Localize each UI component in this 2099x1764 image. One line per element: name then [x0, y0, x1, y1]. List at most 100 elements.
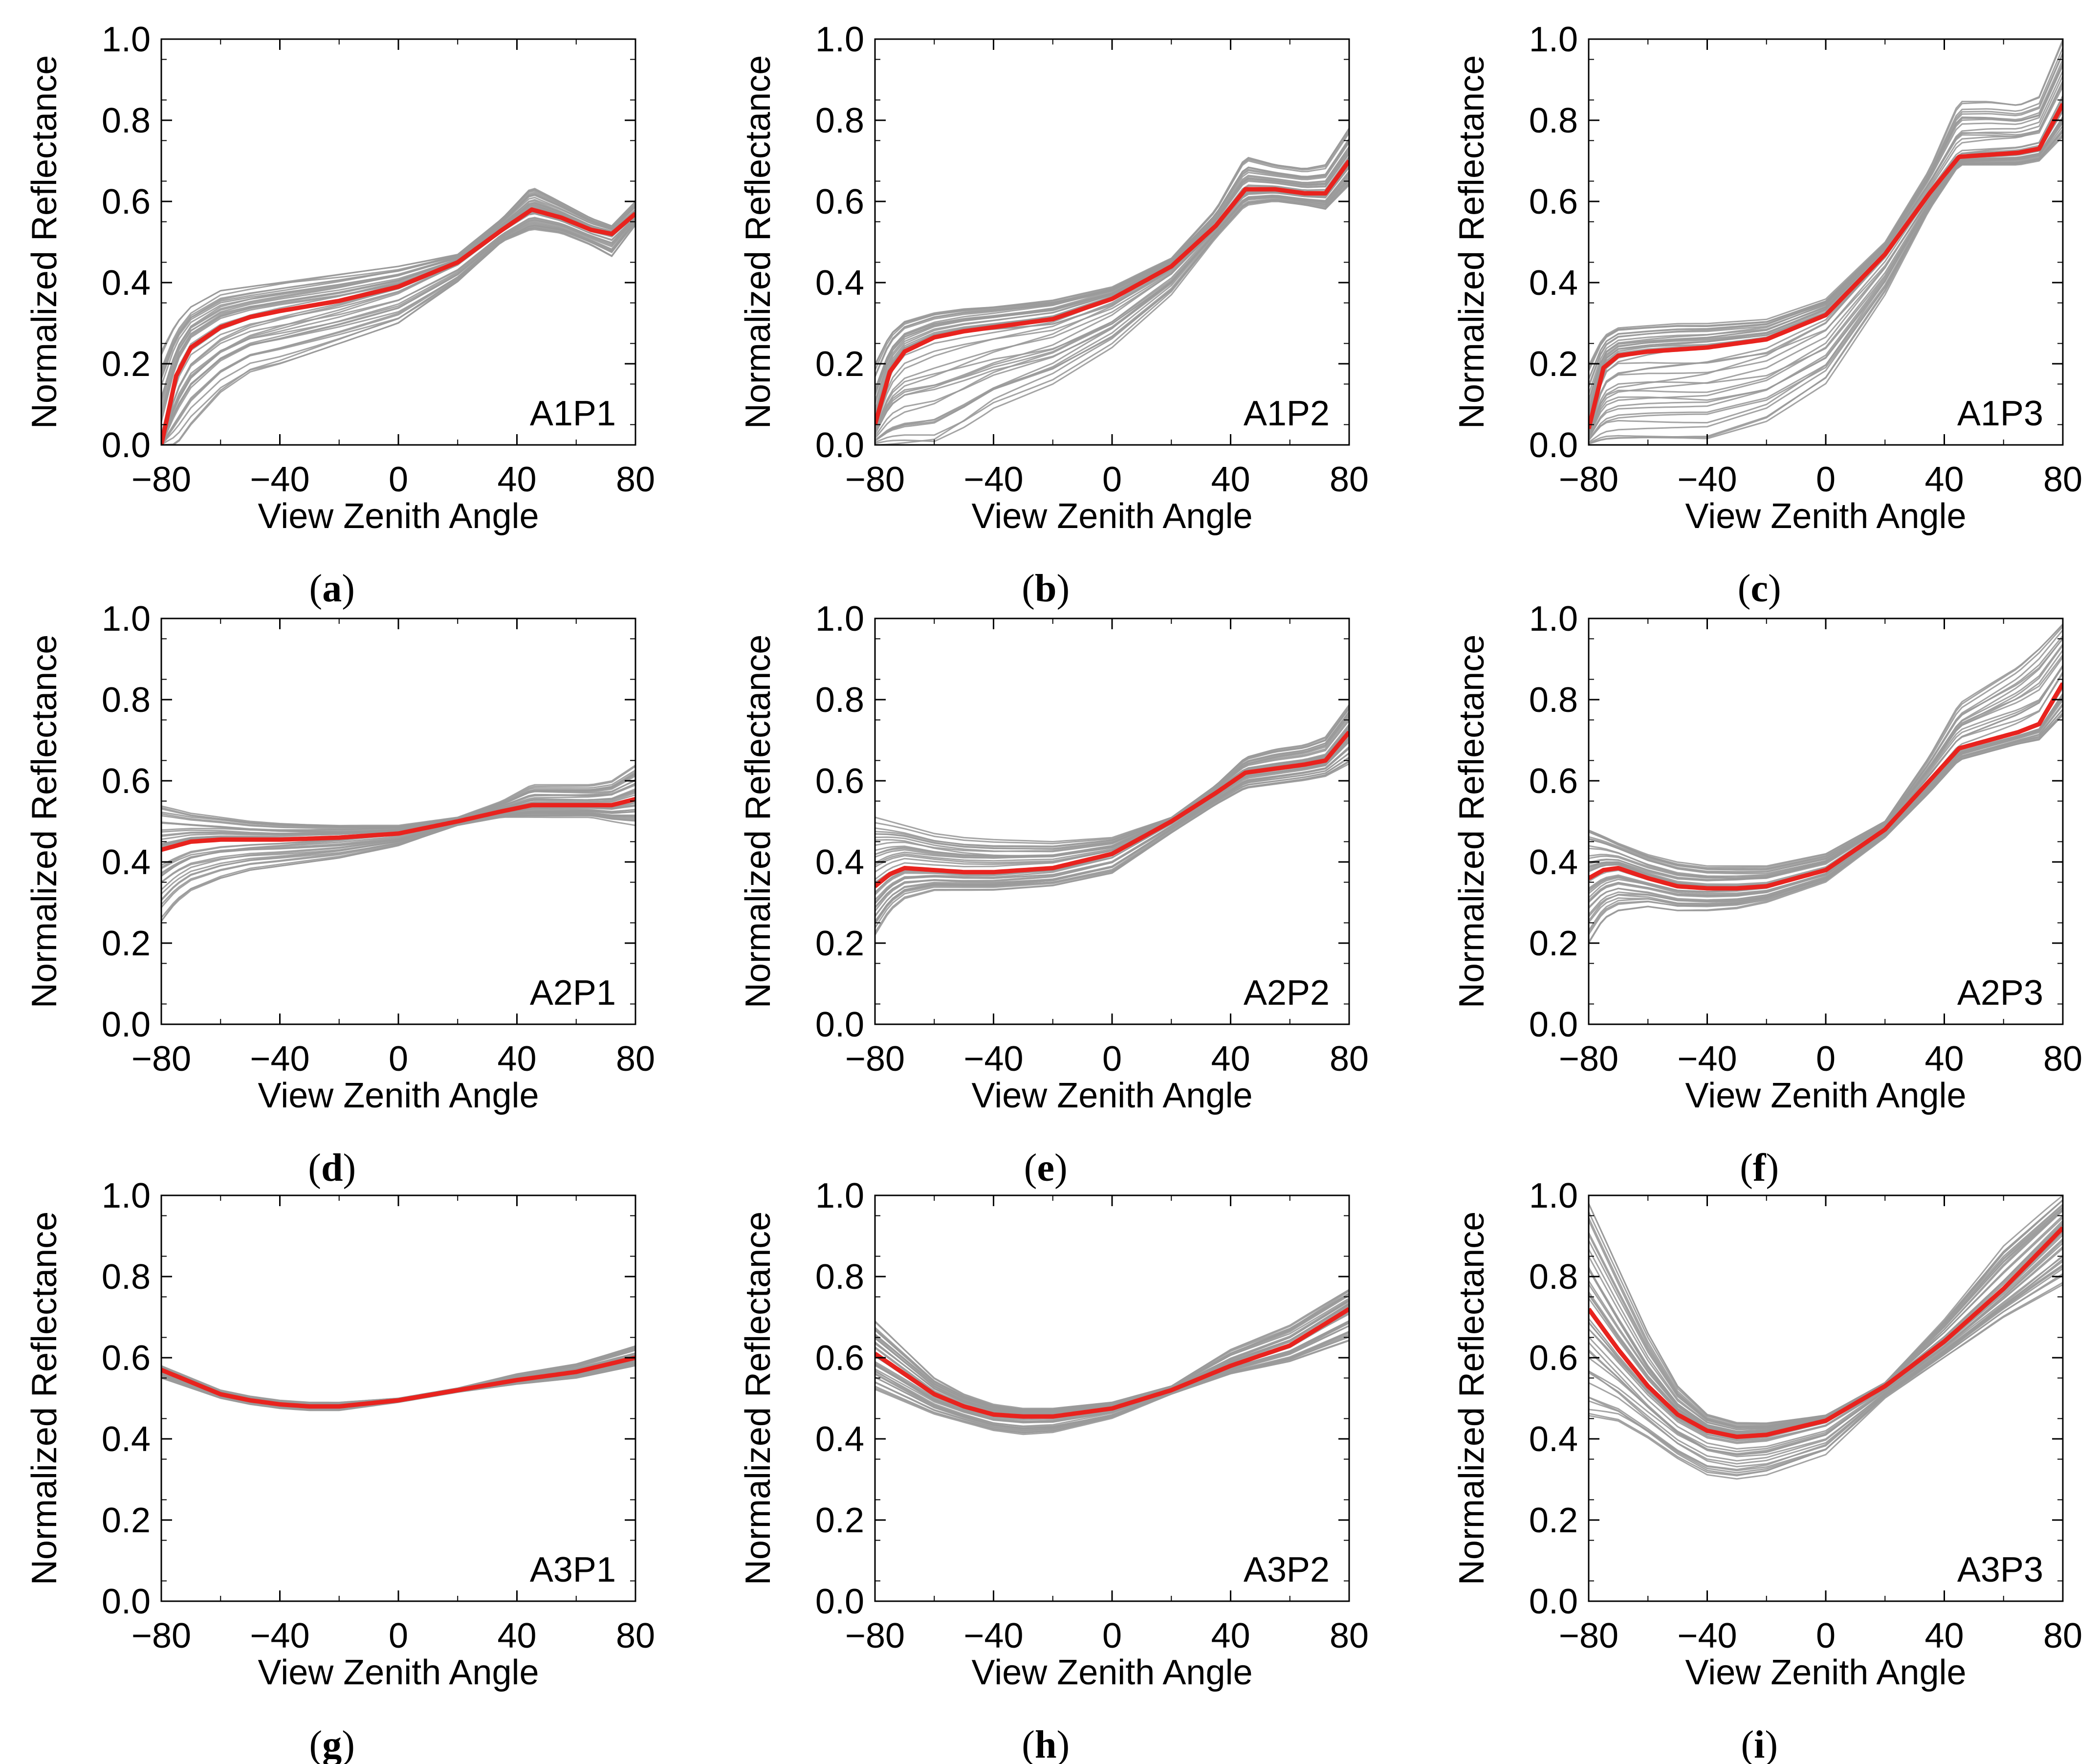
y-tick-label: 0.8	[102, 681, 151, 720]
x-tick-label: 0	[389, 460, 408, 499]
ensemble-line	[161, 194, 635, 386]
x-tick-label: −40	[963, 460, 1023, 499]
y-tick-label: 0.4	[102, 264, 151, 303]
ensemble-line	[1589, 64, 2063, 401]
caption-close-paren: )	[342, 1723, 355, 1764]
caption-close-paren: )	[342, 567, 355, 610]
y-tick-label: 0.8	[1529, 681, 1578, 720]
panel-caption: (h)	[1022, 1723, 1070, 1764]
x-tick-label: −80	[1559, 1616, 1618, 1655]
ensemble-line	[161, 788, 635, 835]
panel-caption: (b)	[1022, 567, 1070, 610]
x-tick-label: 0	[1816, 1616, 1836, 1655]
y-tick-label: 0.0	[815, 426, 864, 465]
plot-data	[161, 765, 635, 922]
ensemble-line	[875, 705, 1349, 844]
y-tick-label: 0.0	[102, 1005, 151, 1044]
x-tick-label: 40	[497, 1616, 536, 1655]
x-tick-label: 40	[1211, 460, 1250, 499]
y-tick-label: 0.2	[1529, 345, 1578, 384]
y-axis-title: Normalized Reflectance	[25, 635, 64, 1008]
ensemble-line	[1589, 1195, 2063, 1425]
ensemble-line	[1589, 635, 2063, 873]
y-tick-label: 0.2	[815, 345, 864, 384]
caption-letter: b	[1035, 567, 1057, 610]
ensemble-line	[1589, 131, 2063, 441]
x-tick-label: −40	[1677, 460, 1737, 499]
y-tick-label: 1.0	[1529, 20, 1578, 59]
x-tick-label: −80	[131, 1616, 191, 1655]
y-tick-label: 0.0	[102, 1582, 151, 1621]
y-tick-label: 0.6	[1529, 182, 1578, 221]
x-tick-label: 40	[1924, 1616, 1964, 1655]
chart-panel-a3p3: 0.0 0.2 0.4 0.6 0.8 1.0 −80 −40 0 40 80 View Zenith…	[1452, 1176, 2082, 1764]
x-tick-label: −40	[963, 1616, 1023, 1655]
caption-letter: d	[321, 1147, 343, 1190]
ensemble-line	[1589, 638, 2063, 879]
x-tick-label: 40	[497, 1039, 536, 1079]
y-tick-label: 0.4	[815, 264, 864, 303]
ensemble-line	[1589, 665, 2063, 885]
y-tick-label: 0.8	[1529, 1257, 1578, 1297]
y-tick-label: 0.6	[815, 762, 864, 801]
ensemble-line	[875, 1295, 1349, 1413]
x-tick-label: −40	[1677, 1616, 1737, 1655]
x-tick-label: −80	[1559, 1039, 1618, 1079]
plot-data	[1589, 1195, 2063, 1480]
y-tick-label: 0.0	[815, 1005, 864, 1044]
y-tick-label: 1.0	[815, 599, 864, 639]
y-tick-label: 0.8	[102, 101, 151, 140]
y-tick-label: 0.4	[815, 1420, 864, 1459]
y-tick-label: 0.2	[102, 345, 151, 384]
caption-letter: g	[322, 1723, 342, 1764]
y-tick-label: 0.2	[102, 1501, 151, 1540]
caption-letter: i	[1754, 1723, 1765, 1764]
panel-tag: A2P2	[1244, 973, 1330, 1013]
ensemble-line	[161, 198, 635, 402]
y-axis-title: Normalized Reflectance	[1452, 635, 1491, 1008]
ensemble-line	[875, 726, 1349, 866]
x-axis-title: View Zenith Angle	[971, 1076, 1252, 1115]
ensemble-line	[1589, 75, 2063, 395]
ensemble-line	[875, 147, 1349, 396]
x-tick-label: 80	[1330, 1039, 1369, 1079]
ensemble-line	[1589, 1232, 2063, 1441]
x-tick-label: 80	[1330, 460, 1369, 499]
ensemble-line	[1589, 1234, 2063, 1443]
ensemble-line	[875, 142, 1349, 390]
y-axis-title: Normalized Reflectance	[739, 55, 778, 429]
y-tick-label: 0.2	[815, 924, 864, 963]
caption-close-paren: )	[343, 1147, 356, 1190]
panel-tag: A1P3	[1957, 394, 2043, 433]
plot-data	[161, 1345, 635, 1411]
y-tick-label: 0.4	[1529, 1420, 1578, 1459]
chart-panel-a3p1: 0.0 0.2 0.4 0.6 0.8 1.0 −80 −40 0 40 80 View Zenith…	[25, 1176, 655, 1764]
y-axis-title: Normalized Reflectance	[1452, 1212, 1491, 1585]
x-tick-label: 80	[616, 460, 655, 499]
ensemble-line	[1589, 118, 2063, 434]
plot-frame	[1588, 617, 2064, 1025]
x-tick-label: 40	[1924, 460, 1964, 499]
x-tick-label: 40	[1211, 1039, 1250, 1079]
y-tick-label: 0.8	[815, 1257, 864, 1297]
y-tick-label: 0.2	[1529, 1501, 1578, 1540]
x-tick-label: −80	[845, 1616, 905, 1655]
caption-open-paren: (	[1738, 567, 1751, 610]
ensemble-line	[1589, 41, 2063, 366]
plot-data	[875, 128, 1349, 445]
x-tick-label: −40	[250, 1616, 309, 1655]
ensemble-line	[1589, 1238, 2063, 1444]
panel-tag: A2P3	[1957, 973, 2043, 1013]
x-tick-label: 40	[1211, 1616, 1250, 1655]
x-tick-label: 40	[497, 460, 536, 499]
y-tick-label: 0.8	[1529, 101, 1578, 140]
x-axis-title: View Zenith Angle	[1685, 1076, 1966, 1115]
x-axis-title: View Zenith Angle	[1685, 1653, 1966, 1692]
ensemble-line	[1589, 81, 2063, 412]
y-tick-label: 0.6	[102, 182, 151, 221]
plot-data	[1589, 39, 2063, 445]
x-tick-label: −40	[250, 1039, 309, 1079]
y-axis-title: Normalized Reflectance	[1452, 55, 1491, 429]
plot-data	[875, 1289, 1349, 1435]
